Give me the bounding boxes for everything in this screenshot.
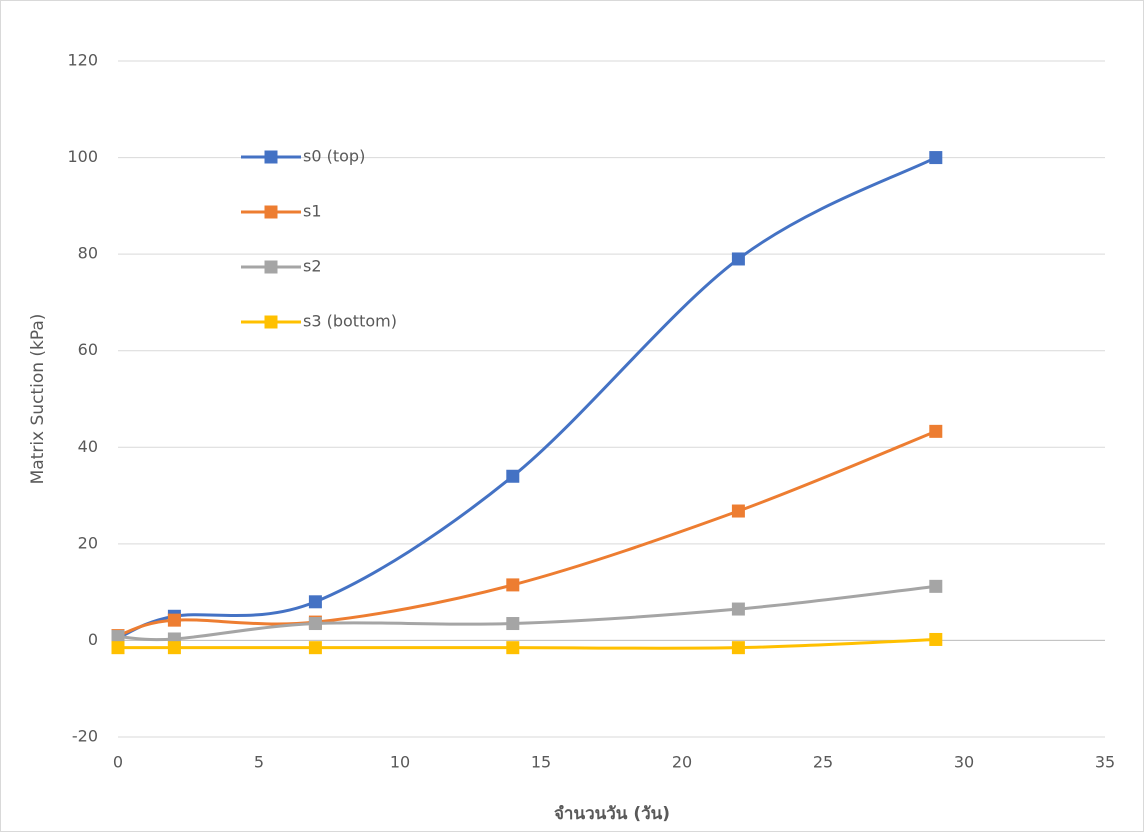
legend-label: s0 (top) — [303, 147, 365, 166]
legend-marker — [264, 150, 278, 164]
data-point — [111, 641, 125, 655]
y-tick-label: 80 — [78, 244, 98, 263]
legend-label: s3 (bottom) — [303, 312, 397, 331]
x-tick-label: 10 — [390, 753, 410, 772]
legend-marker — [264, 315, 278, 329]
y-tick-label: 120 — [67, 51, 98, 70]
data-point — [506, 641, 520, 655]
data-point — [506, 617, 520, 631]
data-point — [506, 578, 520, 592]
x-tick-label: 5 — [254, 753, 264, 772]
series-line — [116, 584, 938, 642]
data-point — [506, 469, 520, 483]
y-axis-title: Matrix Suction (kPa) — [28, 314, 48, 485]
data-point — [308, 641, 322, 655]
legend-marker — [264, 205, 278, 219]
series-line — [116, 637, 938, 650]
data-point — [111, 630, 125, 644]
x-tick-label: 25 — [813, 753, 833, 772]
data-point — [167, 613, 181, 627]
legend-label: s2 — [303, 257, 322, 276]
data-point — [929, 151, 943, 165]
data-point — [929, 579, 943, 593]
data-point — [167, 641, 181, 655]
data-point — [929, 632, 943, 646]
legend-marker — [264, 260, 278, 274]
data-point — [731, 252, 745, 266]
y-tick-label: 60 — [78, 340, 98, 359]
x-axis-title: จำนวนวัน (วัน) — [554, 804, 670, 824]
y-tick-label: 0 — [88, 630, 98, 649]
y-tick-label: 20 — [78, 533, 98, 552]
x-tick-label: 0 — [113, 753, 123, 772]
x-tick-label: 35 — [1095, 753, 1115, 772]
data-point — [731, 641, 745, 655]
data-point — [929, 424, 943, 438]
y-tick-label: 100 — [67, 147, 98, 166]
x-tick-label: 30 — [954, 753, 974, 772]
data-point — [731, 504, 745, 518]
series-line — [116, 429, 938, 638]
legend-label: s1 — [303, 202, 322, 221]
x-tick-label: 20 — [672, 753, 692, 772]
y-tick-label: -20 — [72, 727, 98, 746]
data-point — [731, 602, 745, 616]
data-point — [308, 617, 322, 631]
y-tick-label: 40 — [78, 437, 98, 456]
series-line — [116, 156, 938, 640]
x-tick-label: 15 — [531, 753, 551, 772]
data-point — [308, 595, 322, 609]
